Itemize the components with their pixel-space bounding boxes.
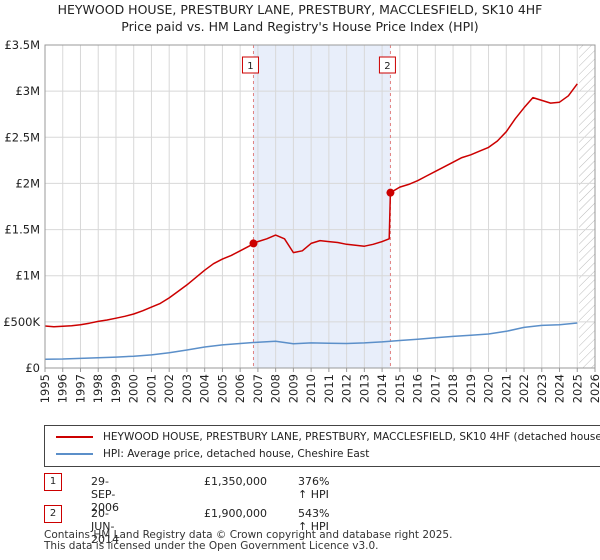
x-tick-label: 2016	[411, 374, 425, 403]
y-tick-label: £3M	[15, 84, 40, 98]
y-tick-label: £1.5M	[4, 223, 40, 237]
x-tick-label: 2003	[180, 374, 194, 403]
sale-label: 2	[384, 61, 390, 72]
sale-hpi-change: 543% ↑ HPI	[298, 507, 330, 533]
plot-frame	[44, 44, 596, 369]
x-tick-label: 2014	[375, 374, 389, 403]
y-tick-label: £1M	[15, 269, 40, 283]
sale-marker-badge: 1	[44, 473, 62, 491]
x-tick-label: 2013	[357, 374, 371, 403]
y-tick-label: £2.5M	[4, 130, 40, 144]
chart-title: HEYWOOD HOUSE, PRESTBURY LANE, PRESTBURY…	[57, 2, 543, 17]
legend-item-hpi: HPI: Average price, detached house, Ches…	[45, 446, 600, 464]
sale-price: £1,900,000	[204, 507, 267, 520]
legend-label-hpi: HPI: Average price, detached house, Ches…	[103, 448, 370, 460]
x-tick-label: 2000	[127, 374, 141, 403]
x-tick-label: 2005	[215, 374, 229, 403]
footer-copyright: Contains HM Land Registry data © Crown c…	[44, 529, 453, 541]
x-tick-label: 2009	[286, 374, 300, 403]
x-tick-label: 1995	[38, 374, 52, 403]
legend-label-property: HEYWOOD HOUSE, PRESTBURY LANE, PRESTBURY…	[103, 431, 600, 443]
sale-point	[249, 239, 258, 248]
footer: Contains HM Land Registry data © Crown c…	[44, 530, 452, 552]
sale-hpi-change: 376% ↑ HPI	[298, 475, 330, 501]
x-tick-label: 2010	[304, 374, 318, 403]
x-tick-label: 2023	[535, 374, 549, 403]
x-tick-label: 2015	[393, 374, 407, 403]
x-tick-label: 2025	[570, 374, 584, 403]
x-tick-label: 2022	[517, 374, 531, 403]
sale-date: 29-SEP-2006	[91, 475, 119, 514]
x-tick-label: 2002	[162, 374, 176, 403]
hpi-line	[44, 322, 578, 360]
sale-label: 1	[247, 61, 253, 72]
sale-price: £1,350,000	[204, 475, 267, 488]
sale-date: 20-JUN-2014	[91, 507, 119, 546]
x-tick-label: 2019	[464, 374, 478, 403]
x-tick-label: 2004	[198, 374, 212, 403]
property-price-line	[44, 83, 578, 328]
future-hatch-region	[579, 45, 595, 368]
price-chart: 1 2 £0 £500K £1M £1.5M £2M £2.5M £3M £3.5M 1995 19…	[3, 38, 600, 403]
x-tick-label: 2001	[144, 374, 158, 403]
legend: HEYWOOD HOUSE, PRESTBURY LANE, PRESTBURY…	[44, 425, 600, 467]
sale-marker-badge: 2	[44, 505, 62, 523]
legend-item-property: HEYWOOD HOUSE, PRESTBURY LANE, PRESTBURY…	[45, 429, 600, 447]
x-tick-label: 2020	[482, 374, 496, 403]
y-tick-label: £0	[25, 361, 40, 375]
chart-subtitle: Price paid vs. HM Land Registry's House …	[121, 19, 479, 34]
x-tick-label: 1999	[109, 374, 123, 403]
x-tick-label: 1996	[56, 374, 70, 403]
footer-licence: This data is licensed under the Open Gov…	[44, 540, 379, 552]
shaded-ownership-span	[253, 45, 391, 368]
x-tick-label: 2021	[499, 374, 513, 403]
x-tick-label: 2017	[428, 374, 442, 403]
x-tick-label: 1998	[91, 374, 105, 403]
x-tick-label: 1997	[73, 374, 87, 403]
x-tick-label: 2018	[446, 374, 460, 403]
sale-label-box	[378, 56, 396, 74]
x-tick-label: 2012	[340, 374, 354, 403]
x-tick-label: 2008	[269, 374, 283, 403]
x-tick-label: 2024	[553, 374, 567, 403]
x-tick-label: 2007	[251, 374, 265, 403]
x-tick-label: 2026	[588, 374, 600, 403]
y-tick-label: £500K	[3, 315, 40, 329]
y-tick-label: £2M	[15, 176, 40, 190]
sale-point	[386, 188, 395, 197]
sale-label-box	[241, 56, 259, 74]
x-tick-label: 2011	[322, 374, 336, 403]
legend-swatch-hpi	[56, 453, 93, 455]
y-tick-label: £3.5M	[4, 38, 40, 52]
x-tick-label: 2006	[233, 374, 247, 403]
legend-swatch-property	[56, 436, 93, 438]
